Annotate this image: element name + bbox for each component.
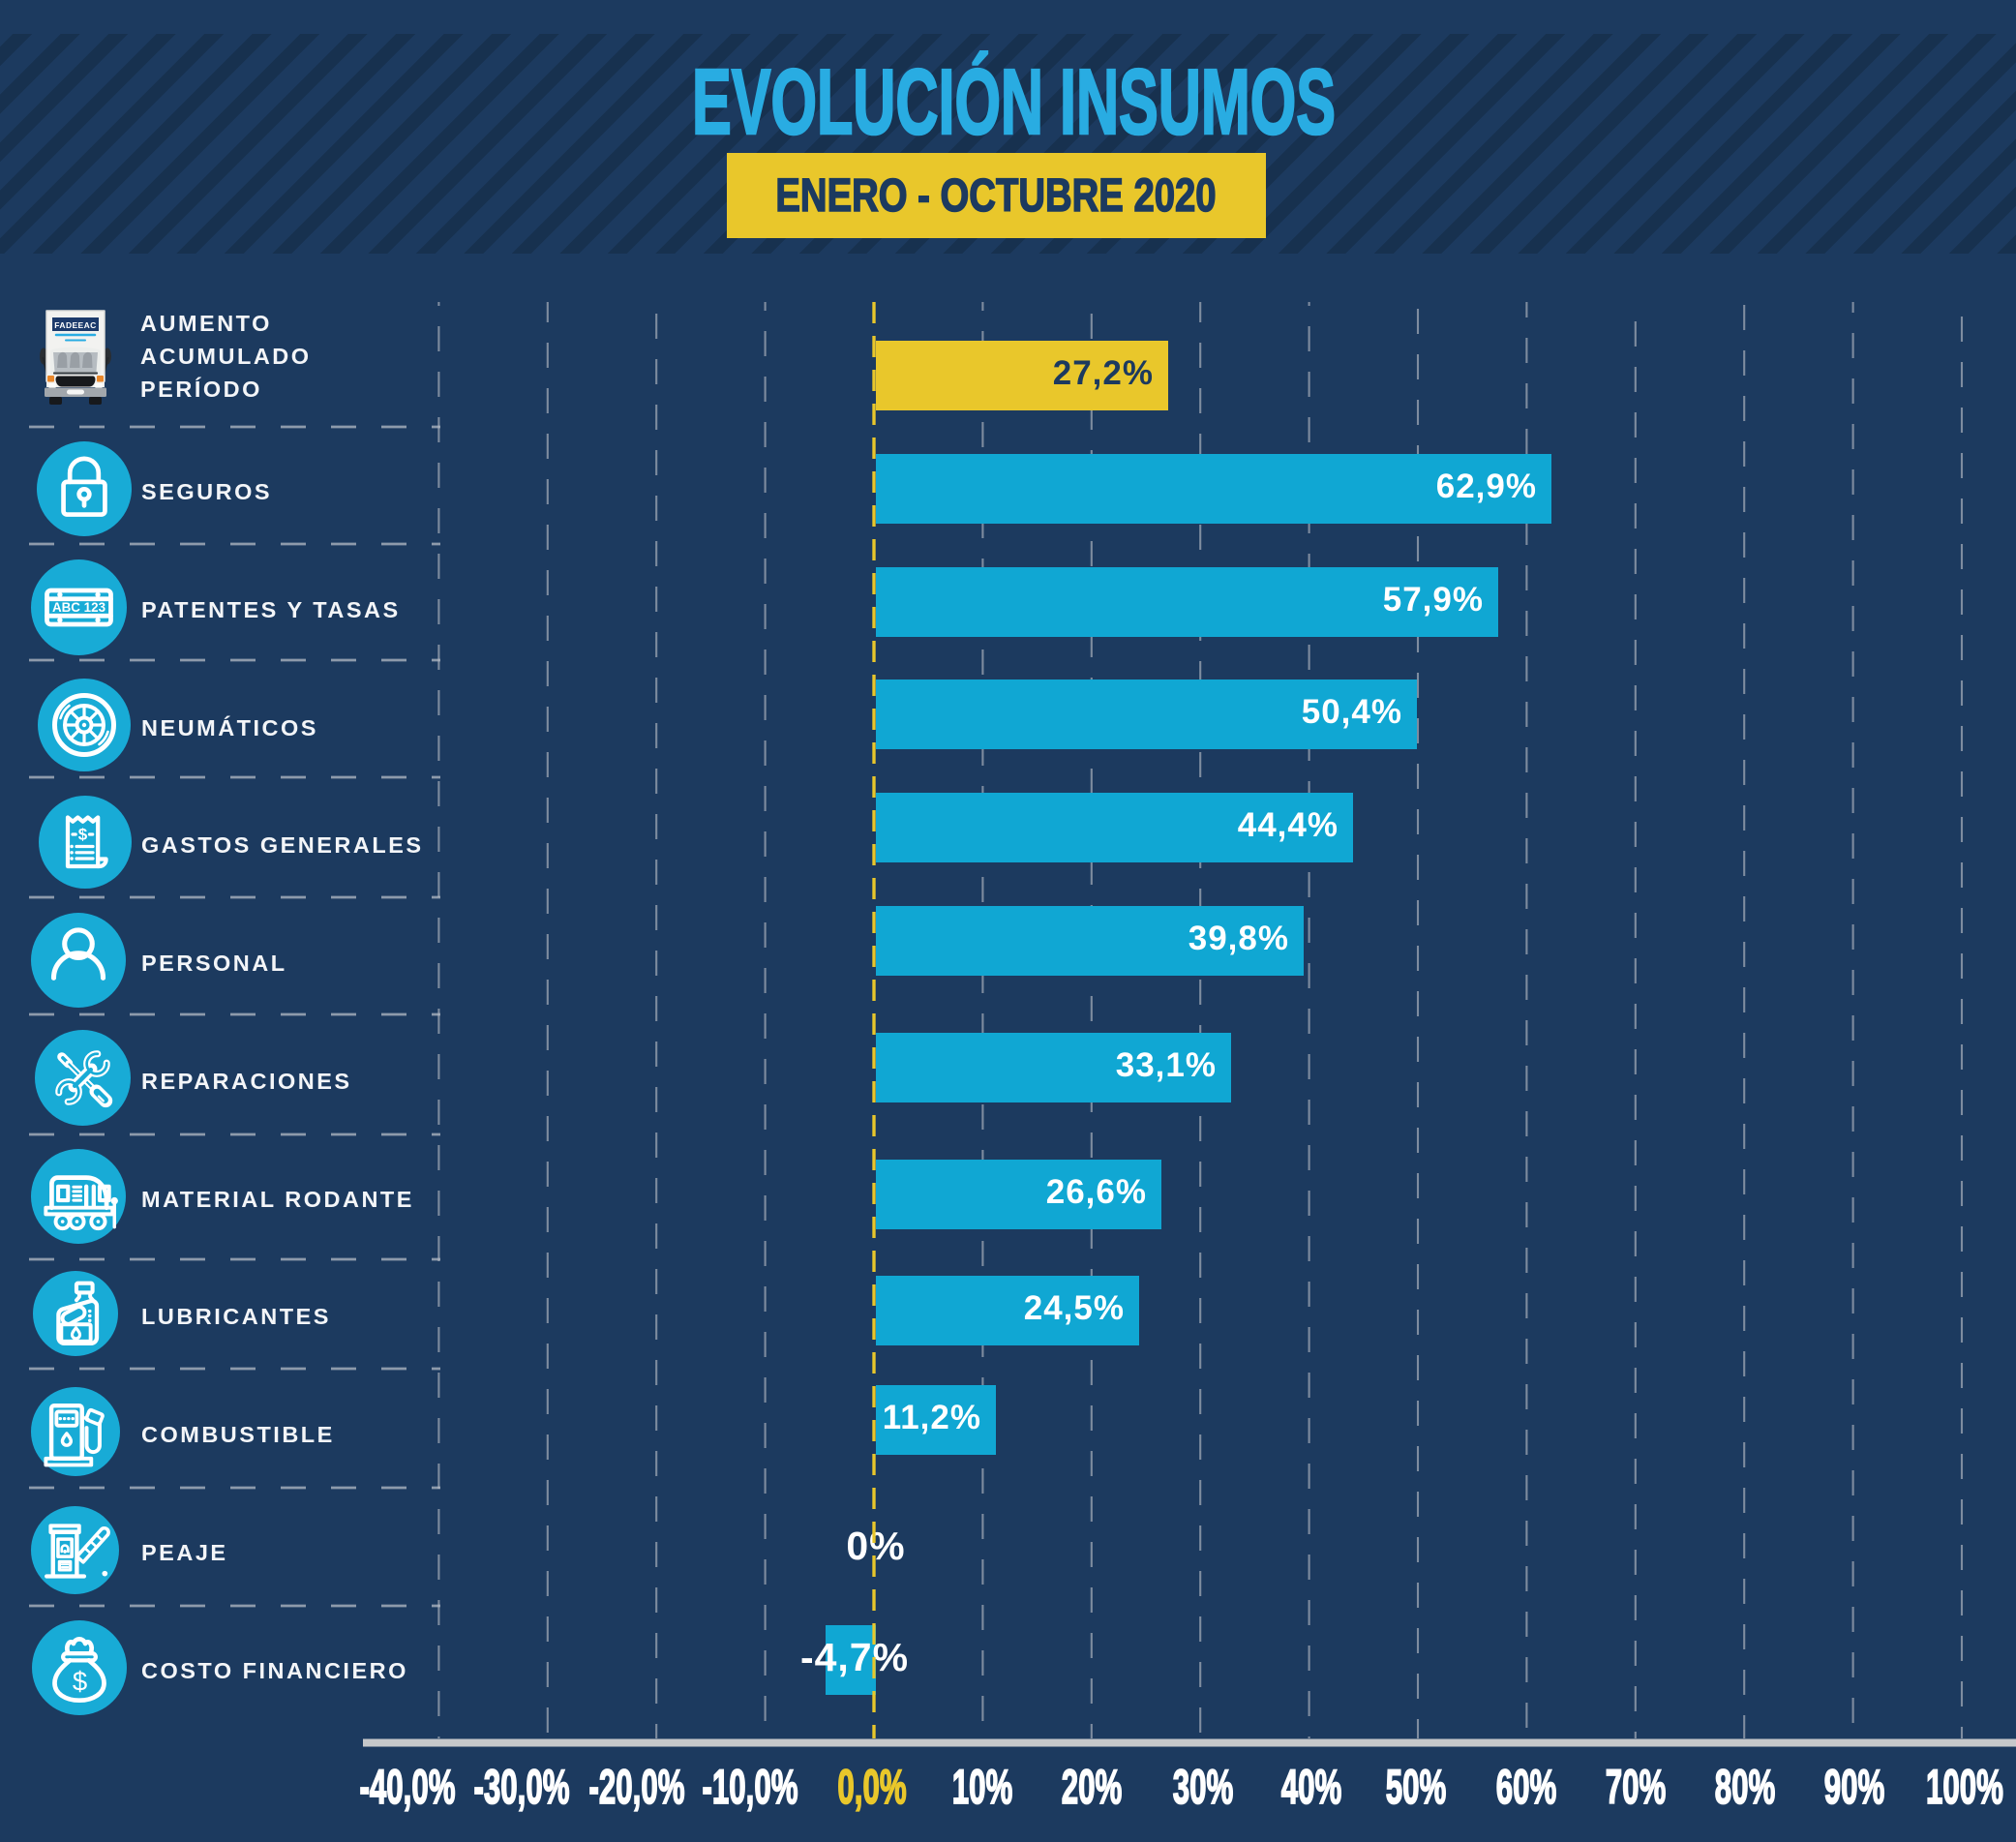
- svg-text:$: $: [73, 1666, 87, 1696]
- svg-text:ABC 123: ABC 123: [52, 600, 105, 615]
- svg-text:FADEEAC: FADEEAC: [54, 320, 96, 330]
- svg-text:$: $: [78, 826, 88, 844]
